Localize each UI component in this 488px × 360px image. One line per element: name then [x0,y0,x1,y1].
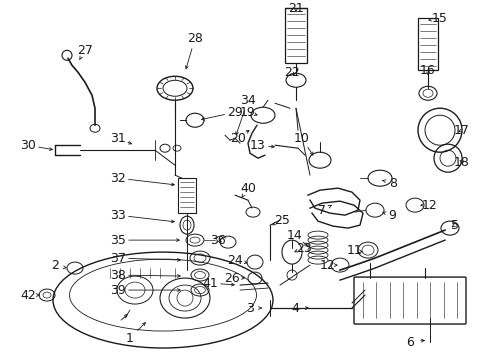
Text: 2: 2 [51,258,59,271]
Text: 8: 8 [388,177,396,190]
Text: 33: 33 [110,209,125,222]
Text: 35: 35 [110,234,126,247]
Text: 17: 17 [453,124,469,137]
Text: 40: 40 [240,182,255,195]
Text: 22: 22 [284,66,299,79]
Text: 7: 7 [317,204,325,217]
Text: 31: 31 [110,132,125,145]
Text: 39: 39 [110,284,125,297]
Text: 1: 1 [126,332,134,345]
Text: 23: 23 [296,242,311,255]
Text: 9: 9 [387,209,395,222]
Text: 12: 12 [421,199,437,212]
Text: 10: 10 [293,132,309,145]
Text: 30: 30 [20,139,36,152]
Text: 38: 38 [110,269,126,282]
Text: 25: 25 [273,213,289,227]
Text: 18: 18 [453,156,469,169]
Text: 36: 36 [210,234,225,247]
Text: 41: 41 [202,276,218,289]
Text: 29: 29 [226,106,243,119]
Text: 4: 4 [290,302,298,315]
Text: 6: 6 [405,336,413,348]
Text: 19: 19 [240,106,255,119]
Text: 5: 5 [450,219,458,231]
Text: 11: 11 [346,244,362,257]
Bar [285,8,306,63]
Text: 26: 26 [224,271,240,284]
Text: 13: 13 [250,139,265,152]
Text: 3: 3 [245,302,253,315]
Text: 16: 16 [419,64,435,77]
Text: 21: 21 [287,2,303,15]
Bar [178,178,196,213]
Text: 34: 34 [240,94,255,107]
Bar [417,18,437,70]
Text: 37: 37 [110,252,126,265]
Text: 27: 27 [77,44,93,57]
Text: 15: 15 [431,12,447,25]
Text: 12: 12 [320,258,335,271]
Text: 28: 28 [187,32,203,45]
Text: 14: 14 [286,229,302,242]
Text: 24: 24 [226,253,243,267]
Text: 32: 32 [110,172,125,185]
Text: 20: 20 [229,132,245,145]
Text: 42: 42 [20,289,36,302]
